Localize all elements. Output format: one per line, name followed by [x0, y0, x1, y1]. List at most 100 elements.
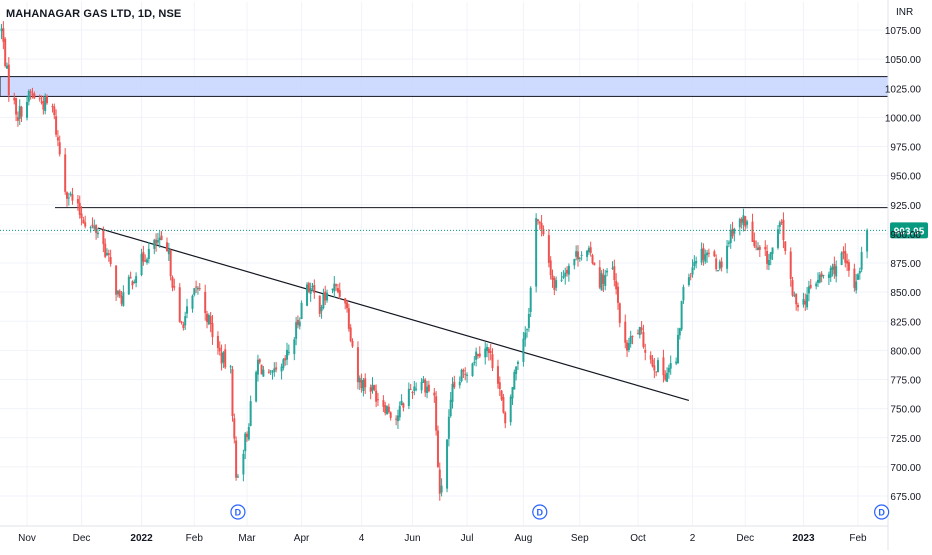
candle-up: [806, 294, 809, 308]
candle-down: [55, 116, 58, 135]
price-tick-label: 800.00: [890, 346, 921, 357]
candle-down: [104, 243, 107, 257]
candle-down: [182, 324, 185, 329]
candle-down: [209, 316, 212, 325]
candle-up: [229, 366, 232, 368]
candle-up: [396, 415, 399, 422]
candle-down: [346, 302, 349, 309]
candle-down: [258, 359, 261, 363]
candle-down: [740, 218, 743, 223]
candle-up: [256, 359, 259, 375]
candle-up: [742, 215, 745, 225]
candle-up: [767, 259, 770, 266]
price-tick-label: 875.00: [890, 259, 921, 270]
candle-down: [624, 321, 627, 343]
candle-up: [769, 252, 772, 260]
candle-down: [751, 221, 754, 242]
candle-up: [451, 383, 454, 402]
candle-up: [816, 279, 819, 283]
candle-down: [40, 101, 43, 103]
dividend-marker[interactable]: D: [532, 504, 548, 520]
dividend-marker-label: D: [235, 508, 242, 518]
candle-down: [766, 250, 769, 264]
candle-down: [131, 281, 134, 286]
candle-up: [756, 247, 759, 250]
candle-down: [76, 199, 79, 204]
candle-down: [66, 192, 69, 199]
candle-up: [127, 276, 130, 295]
candle-up: [586, 250, 589, 257]
candle-up: [604, 275, 607, 286]
candle-down: [576, 251, 579, 260]
candle-up: [629, 336, 632, 344]
candle-up: [293, 339, 296, 355]
candle-up: [184, 316, 187, 326]
candle-down: [233, 418, 236, 439]
candle-down: [427, 384, 430, 392]
candle-up: [606, 270, 609, 273]
candle-down: [15, 98, 18, 115]
dividend-marker[interactable]: D: [874, 504, 890, 520]
candle-up: [829, 268, 832, 278]
candle-down: [64, 154, 67, 192]
candle-down: [349, 327, 352, 341]
candle-down: [662, 357, 665, 376]
time-tick-label: 2023: [792, 533, 815, 544]
candle-up: [807, 286, 810, 294]
candle-down: [593, 262, 596, 266]
candle-up: [746, 221, 749, 225]
candle-up: [682, 287, 685, 301]
candle-up: [309, 287, 312, 294]
candle-up: [522, 338, 525, 362]
dividend-marker[interactable]: D: [230, 504, 246, 520]
candle-up: [280, 366, 283, 372]
candle-down: [375, 390, 378, 402]
candle-down: [218, 347, 221, 352]
candle-down: [791, 280, 794, 296]
candle-up: [687, 277, 690, 285]
candle-down: [56, 137, 59, 141]
candle-up: [407, 388, 410, 407]
candle-down: [356, 347, 359, 383]
candle-down: [833, 264, 836, 275]
candle-up: [733, 228, 736, 234]
candle-down: [402, 403, 405, 408]
candle-up: [466, 374, 469, 376]
candle-down: [547, 235, 550, 263]
candle-down: [31, 93, 34, 95]
time-tick-label: Nov: [18, 533, 36, 544]
candle-down: [95, 225, 98, 233]
candle-up: [511, 387, 514, 399]
candle-up: [535, 218, 538, 287]
candle-up: [286, 349, 289, 360]
candle-up: [778, 222, 781, 227]
candle-up: [5, 65, 8, 69]
candle-up: [156, 240, 159, 243]
candle-down: [142, 251, 145, 262]
candle-up: [358, 377, 361, 383]
candle-up: [400, 400, 403, 406]
candle-up: [0, 28, 3, 32]
candle-down: [653, 365, 656, 371]
candle-up: [447, 416, 450, 439]
candles-layer: [0, 21, 869, 501]
candle-up: [575, 251, 578, 257]
candle-up: [578, 257, 581, 259]
candle-down: [71, 194, 74, 201]
candle-up: [326, 292, 329, 301]
candle-up: [793, 295, 796, 297]
candle-up: [691, 267, 694, 275]
candle-down: [591, 255, 594, 264]
candle-up: [858, 270, 861, 274]
candle-down: [715, 258, 718, 270]
dividend-marker-circle: [532, 504, 548, 520]
time-tick-label: Dec: [73, 533, 91, 544]
candle-up: [486, 346, 489, 351]
last-price-layer: 903.05: [0, 222, 928, 239]
candle-up: [247, 426, 250, 440]
candle-up: [706, 252, 709, 256]
candle-up: [815, 283, 818, 287]
